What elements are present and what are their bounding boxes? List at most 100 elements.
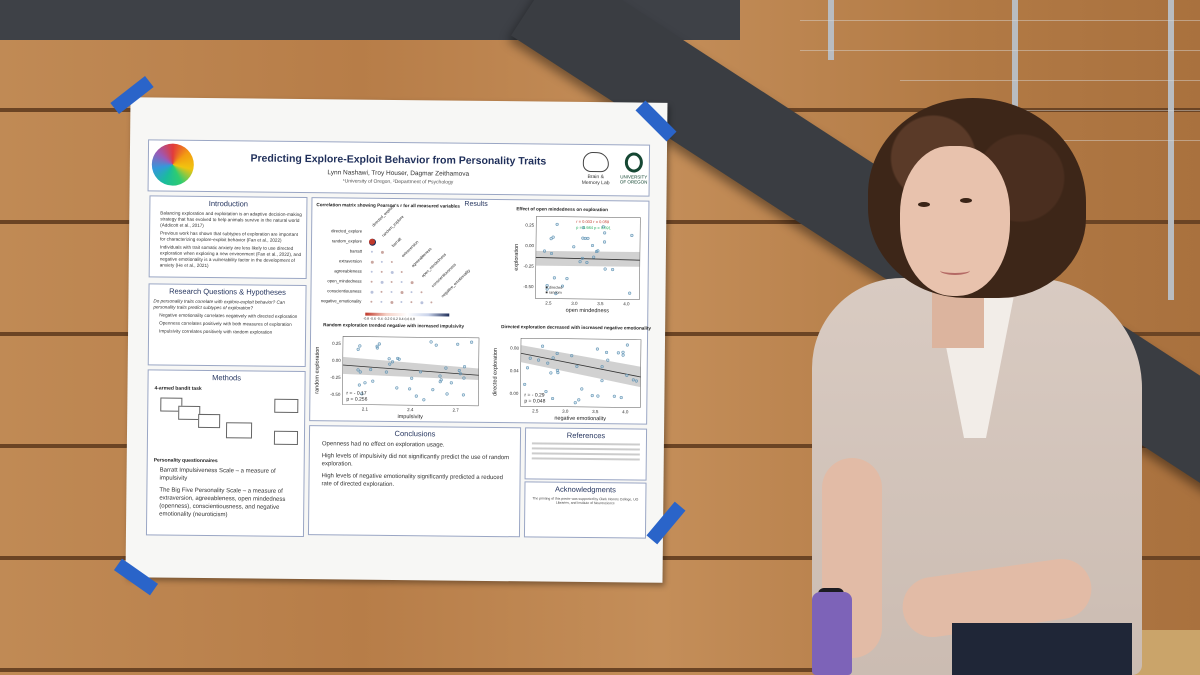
x-tick-label: 3.0 (571, 301, 578, 306)
data-point (542, 249, 547, 253)
x-axis-label: negative emotionality (554, 416, 606, 422)
railing-wire (800, 50, 1200, 51)
y-tick-label: 0.08 (510, 346, 519, 351)
references-section: References (524, 427, 648, 481)
data-point (434, 343, 438, 347)
data-point (408, 387, 412, 391)
results-section: Results Correlation matrix showing Pears… (309, 197, 651, 425)
data-point (438, 374, 442, 378)
conclusion-item: Openness had no effect on exploration us… (321, 441, 445, 449)
y-tick-label: 0.04 (510, 368, 519, 373)
railing-wire (980, 110, 1200, 111)
data-point (630, 233, 634, 238)
plot-frame (342, 336, 480, 407)
corr-cell (430, 301, 433, 304)
legend-random: ■ random (545, 291, 561, 295)
corr-row-label: open_mindedness (327, 278, 362, 284)
acknowledgments-text: The printing of this poster was supporte… (532, 496, 639, 506)
data-point (595, 347, 599, 351)
data-point (551, 235, 555, 239)
data-point (590, 394, 594, 398)
data-point (549, 371, 553, 375)
data-point (397, 357, 401, 361)
data-point (418, 370, 423, 374)
x-tick-label: 2.7 (452, 408, 459, 413)
smile (940, 266, 970, 275)
data-point (371, 379, 375, 383)
reference-line (531, 442, 640, 446)
data-point (625, 373, 629, 377)
reference-line (531, 457, 640, 461)
data-point (461, 393, 465, 397)
data-point (586, 236, 590, 240)
data-point (603, 267, 607, 271)
plot-frame (520, 338, 642, 408)
bandit-task-diagram (154, 395, 299, 453)
research-questions-section: Research Questions & Hypotheses Do perso… (147, 283, 307, 368)
corr-cell (400, 270, 403, 274)
data-point (456, 342, 460, 346)
reference-line (531, 452, 640, 456)
data-point (551, 396, 555, 401)
neck (932, 288, 984, 348)
corr-cell (419, 300, 423, 304)
y-axis-label: exploration (514, 244, 520, 271)
data-point (537, 358, 541, 362)
data-point (600, 365, 604, 369)
data-point (363, 381, 367, 385)
corr-row-label: agreeableness (334, 268, 362, 274)
corr-cell (390, 290, 393, 294)
data-point (462, 365, 467, 369)
uo-logo-text: UNIVERSITY OF OREGON (619, 174, 648, 185)
data-point (570, 354, 574, 358)
corr-cell (410, 291, 413, 294)
data-point (575, 364, 579, 368)
data-point (444, 366, 448, 370)
data-point (549, 251, 554, 256)
corr-cell (370, 300, 373, 303)
research-heading: Research Questions & Hypotheses (169, 286, 286, 297)
stat-p: p = 0.256 (346, 396, 367, 402)
conclusion-item: High levels of impulsivity did not signi… (321, 453, 510, 468)
x-tick-label: 4.0 (623, 301, 630, 306)
methods-heading: Methods (212, 373, 242, 383)
y-tick-label: 0.00 (525, 243, 534, 248)
data-point (358, 344, 362, 348)
corr-cell (370, 270, 373, 273)
data-point (628, 291, 632, 295)
data-point (556, 371, 560, 375)
data-point (445, 392, 449, 396)
data-point (612, 394, 616, 398)
university-of-oregon-logo: UNIVERSITY OF OREGON (619, 152, 648, 185)
data-point (356, 347, 360, 351)
confidence-band (342, 356, 479, 381)
data-point (573, 401, 577, 405)
railing-post (1168, 0, 1174, 300)
questionnaire-item: The Big Five Personality Scale – a measu… (159, 487, 286, 519)
y-tick-label: -0.25 (523, 264, 534, 269)
introduction-section: Introduction Balancing exploration and e… (148, 195, 308, 280)
corr-col-label: extraversion (400, 239, 420, 259)
corr-cell (370, 250, 374, 253)
brain-icon (582, 151, 609, 173)
x-tick-label: 2.5 (545, 301, 552, 306)
data-point (375, 346, 379, 350)
water-bottle (812, 592, 852, 675)
task-screen (274, 398, 299, 413)
hypothesis-item: Impulsivity correlates positively with r… (159, 328, 273, 335)
data-point (580, 387, 584, 391)
data-point (616, 351, 620, 355)
corr-cell (370, 260, 374, 264)
data-point (634, 379, 638, 383)
questionnaires-label: Personality questionnaires (153, 457, 218, 465)
conclusions-section: Conclusions Openness had no effect on ex… (307, 425, 522, 538)
railing-post (1012, 0, 1018, 120)
data-point (525, 366, 530, 370)
data-point (600, 379, 604, 383)
corr-cell (380, 270, 383, 273)
methods-section: Methods 4-armed bandit task Personality … (145, 369, 306, 538)
y-axis-label: random exploration (314, 347, 320, 394)
acknowledgments-heading: Acknowledgments (554, 484, 616, 495)
eye (960, 198, 972, 203)
stat-r: r = - 0.17 (346, 390, 366, 396)
